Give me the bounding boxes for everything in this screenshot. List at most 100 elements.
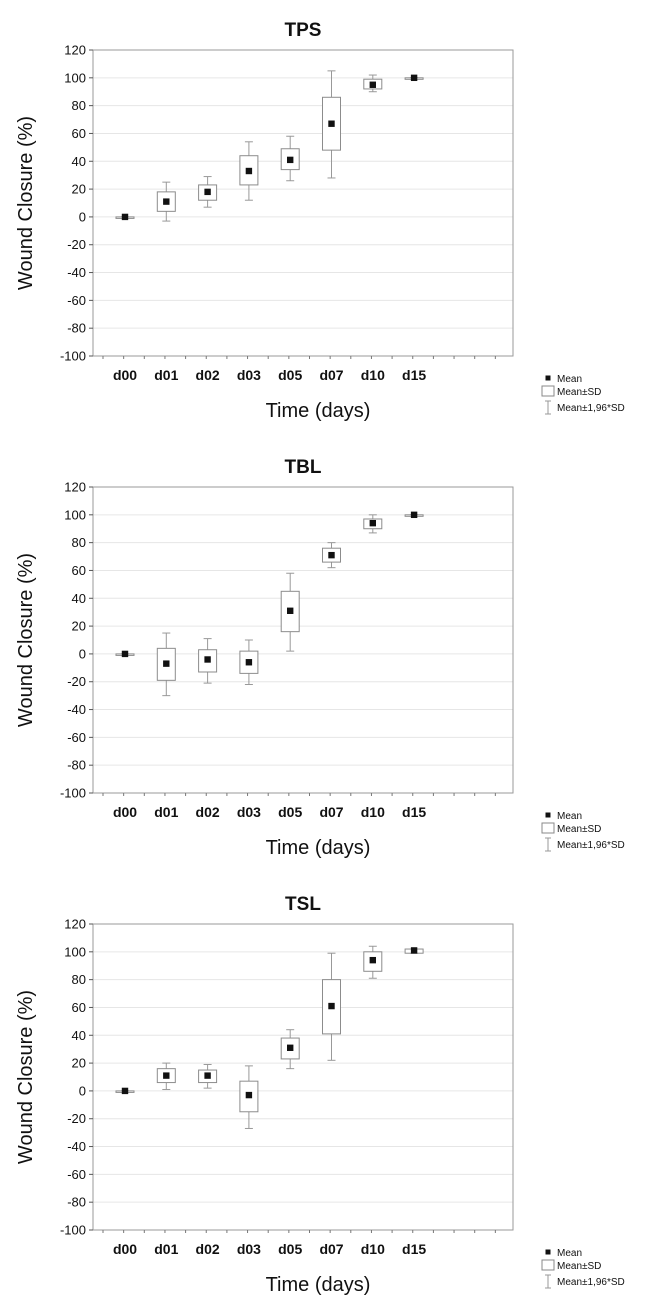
legend-mean-label: Mean: [557, 1248, 582, 1259]
y-tick-label: -80: [67, 758, 86, 773]
y-axis-title: Wound Closure (%): [15, 553, 37, 727]
y-tick-label: -40: [67, 1139, 86, 1154]
mean-point: [328, 120, 335, 127]
legend-whisker-label: Mean±1,96*SD: [557, 403, 625, 414]
mean-point: [287, 607, 294, 614]
mean-point: [328, 551, 335, 559]
y-tick-label: -20: [67, 237, 86, 252]
y-tick-label: -40: [67, 265, 86, 280]
legend-mean-swatch: [545, 375, 551, 381]
legend-whisker-label: Mean±1,96*SD: [557, 1277, 625, 1288]
y-tick-label: 20: [72, 1056, 86, 1071]
mean-point: [369, 519, 376, 527]
mean-point: [410, 511, 418, 519]
mean-point: [245, 659, 253, 666]
y-tick-label: 100: [64, 507, 86, 522]
x-tick-label: d02: [196, 804, 220, 820]
y-tick-label: 40: [72, 1028, 86, 1043]
legend-whisker-label: Mean±1,96*SD: [557, 840, 625, 851]
x-tick-label: d15: [402, 804, 426, 820]
plot-frame: [92, 486, 514, 794]
x-tick-label: d10: [361, 1241, 385, 1257]
y-tick-label: 60: [72, 1000, 86, 1015]
y-tick-label: -20: [67, 674, 86, 689]
x-tick-label: d00: [113, 367, 137, 383]
y-tick-label: 60: [72, 563, 86, 578]
x-tick-label: d01: [154, 367, 178, 383]
chart-svg: TPS 120 100 80 60 40 20 0 -20 -40 -60 -80 -100 d00 d01…: [15, 20, 625, 422]
legend-sd-label: Mean±SD: [557, 1261, 601, 1272]
x-tick-label: d01: [154, 1241, 178, 1257]
mean-point: [328, 1002, 335, 1010]
y-tick-label: 0: [79, 209, 86, 224]
mean-point: [204, 656, 211, 663]
mean-point: [410, 74, 418, 82]
legend-sd-label: Mean±SD: [557, 387, 601, 398]
legend-mean-label: Mean: [557, 374, 582, 385]
mean-point: [287, 1044, 294, 1051]
y-tick-label: 20: [72, 182, 86, 197]
y-tick-label: -100: [60, 1223, 86, 1238]
chart-svg: TBL 120 100 80 60 40 20 0 -20 -40 -60 -80 -100 d00 d01…: [15, 457, 625, 859]
legend-sd-swatch: [541, 822, 555, 834]
chart-panel-tps: TPS 120 100 80 60 40 20 0 -20 -40 -60 -80 -100 d00 d01…: [0, 0, 654, 437]
x-tick-label: d15: [402, 367, 426, 383]
y-axis-title: Wound Closure (%): [15, 990, 37, 1164]
x-axis-title: Time (days): [266, 400, 371, 422]
y-tick-label: -80: [67, 1195, 86, 1210]
y-tick-label: 80: [72, 98, 86, 113]
y-tick-label: -80: [67, 321, 86, 336]
y-tick-label: 0: [79, 1083, 86, 1098]
x-axis-title: Time (days): [266, 837, 371, 859]
y-tick-label: -60: [67, 1167, 86, 1182]
x-tick-label: d05: [278, 804, 302, 820]
chart-title: TSL: [285, 894, 321, 915]
plot-frame: [92, 923, 514, 1231]
x-tick-label: d07: [319, 1241, 343, 1257]
x-tick-label: d03: [237, 367, 261, 383]
y-tick-label: 60: [72, 126, 86, 141]
x-tick-label: d03: [237, 804, 261, 820]
x-tick-label: d05: [278, 1241, 302, 1257]
legend-mean-label: Mean: [557, 811, 582, 822]
y-axis-title: Wound Closure (%): [15, 116, 37, 290]
mean-point: [369, 956, 376, 964]
chart-panel-tsl: TSL 120 100 80 60 40 20 0 -20 -40 -60 -80 -100 d00 d01…: [0, 874, 654, 1311]
mean-point: [245, 167, 253, 175]
mean-point: [410, 947, 418, 954]
y-tick-label: -100: [60, 786, 86, 801]
x-tick-label: d07: [319, 367, 343, 383]
y-tick-label: 100: [64, 944, 86, 959]
legend-sd-swatch: [541, 385, 555, 397]
mean-point: [163, 198, 170, 205]
chart-title: TPS: [285, 20, 322, 41]
chart-svg: TSL 120 100 80 60 40 20 0 -20 -40 -60 -80 -100 d00 d01…: [15, 894, 625, 1296]
y-tick-label: -60: [67, 730, 86, 745]
y-tick-label: -40: [67, 702, 86, 717]
x-tick-label: d07: [319, 804, 343, 820]
legend-mean-swatch: [545, 812, 551, 818]
y-tick-label: 120: [64, 917, 86, 932]
x-tick-label: d02: [196, 1241, 220, 1257]
mean-point: [204, 188, 211, 196]
x-tick-label: d10: [361, 804, 385, 820]
mean-point: [121, 213, 129, 221]
mean-point: [287, 156, 294, 164]
mean-point: [121, 1087, 129, 1095]
y-tick-label: 40: [72, 591, 86, 606]
mean-point: [163, 1072, 170, 1079]
y-tick-label: 120: [64, 480, 86, 495]
chart-title: TBL: [285, 457, 322, 478]
x-tick-label: d01: [154, 804, 178, 820]
legend-sd-swatch: [541, 1259, 555, 1271]
y-tick-label: -100: [60, 349, 86, 364]
mean-point: [204, 1072, 211, 1079]
y-tick-label: -20: [67, 1111, 86, 1126]
legend-mean-swatch: [545, 1249, 551, 1255]
y-tick-label: 100: [64, 70, 86, 85]
mean-point: [245, 1091, 253, 1099]
y-tick-label: 20: [72, 619, 86, 634]
plot-frame: [92, 49, 514, 357]
x-axis-title: Time (days): [266, 1274, 371, 1296]
